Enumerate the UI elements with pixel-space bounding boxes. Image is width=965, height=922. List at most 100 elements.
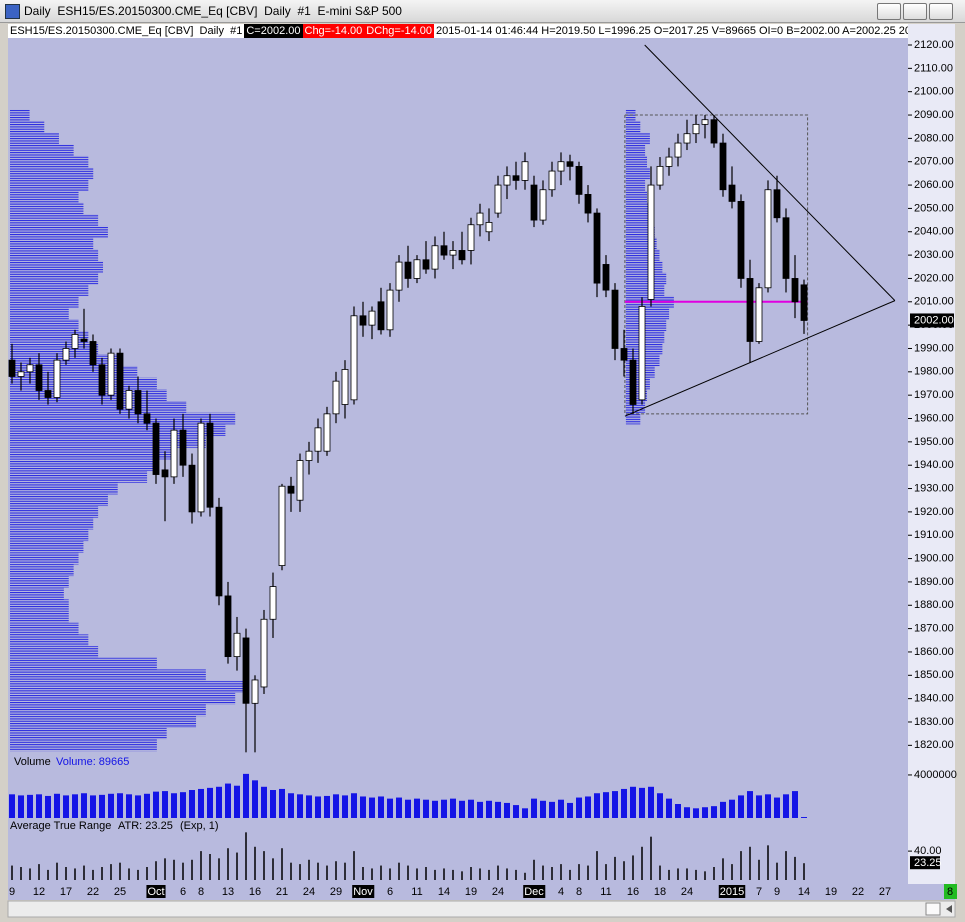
last-price-label: 2002.00: [914, 314, 954, 326]
volume-profile-bar: [10, 669, 206, 682]
volume-profile-bar: [10, 506, 99, 518]
atr-tick-label: 40.00: [914, 845, 942, 857]
candle-body: [71, 334, 79, 349]
scroll-thumb[interactable]: [925, 902, 941, 916]
volume-bar: [657, 793, 663, 818]
volume-bar: [414, 798, 420, 818]
candle-body: [368, 310, 376, 326]
candle-body: [422, 259, 430, 270]
candle-body: [647, 184, 655, 300]
volume-bar: [432, 800, 438, 818]
candle-body: [530, 184, 538, 221]
x-tick-label: 19: [465, 886, 477, 898]
volume-bar: [477, 801, 483, 818]
candle-body: [431, 245, 439, 270]
candle-body: [17, 371, 25, 377]
volume-profile-bar: [10, 342, 99, 355]
candle-body: [548, 170, 556, 191]
candle-body: [215, 506, 223, 597]
x-tick-label: 17: [60, 886, 72, 898]
candle-body: [503, 175, 511, 186]
volume-bar: [450, 798, 456, 818]
volume-bar: [738, 795, 744, 818]
candle-body: [287, 485, 295, 494]
volume-profile-bar: [10, 260, 104, 273]
title-bar: Daily ESH15/ES.20150300.CME_Eq [CBV] Dai…: [0, 0, 965, 23]
volume-profile-bar: [10, 622, 79, 635]
x-tick-label: 14: [798, 886, 810, 898]
volume-bar: [252, 780, 258, 818]
volume-bar: [225, 783, 231, 818]
x-tick-label: 9: [774, 886, 780, 898]
scrollbar[interactable]: [7, 900, 956, 918]
quote-info: 2015-01-14 01:46:44 H=2019.50 L=1996.25 …: [436, 25, 908, 37]
volume-profile-bar: [10, 109, 30, 121]
daily-change-info: DChg=-14.00: [364, 24, 435, 38]
y-tick-label: 1880.00: [914, 599, 954, 611]
volume-profile-bar: [625, 202, 650, 215]
volume-bar: [126, 794, 132, 818]
minimize-button[interactable]: [877, 3, 901, 20]
volume-bar: [531, 798, 537, 818]
volume-bar: [243, 773, 249, 818]
x-tick-label: 14: [438, 886, 450, 898]
y-tick-label: 2090.00: [914, 109, 954, 121]
volume-profile-bar: [625, 214, 653, 226]
maximize-button[interactable]: [903, 3, 927, 20]
volume-profile-bar: [10, 272, 99, 285]
volume-bar: [63, 795, 69, 818]
volume-profile-bar: [10, 634, 89, 647]
volume-profile-bar: [10, 517, 94, 530]
volume-tick-label: 4000000: [914, 769, 957, 781]
volume-bar: [261, 786, 267, 818]
volume-profile-bar: [10, 144, 74, 156]
volume-profile-bar: [625, 319, 667, 331]
volume-profile-bar: [625, 412, 641, 425]
volume-bar: [540, 800, 546, 818]
candle-body: [467, 224, 475, 251]
volume-title: Volume: [14, 756, 51, 768]
volume-bar: [351, 793, 357, 818]
volume-bar: [180, 792, 186, 818]
volume-bar: [36, 794, 42, 818]
volume-bar: [621, 788, 627, 818]
y-tick-label: 1840.00: [914, 693, 954, 705]
volume-bar: [189, 790, 195, 818]
symbol-info: ESH15/ES.20150300.CME_Eq [CBV] Daily #1: [10, 25, 243, 37]
volume-profile-bar: [10, 681, 245, 693]
x-tick-label: 12: [33, 886, 45, 898]
volume-profile-bar: [10, 214, 99, 226]
volume-bar: [117, 793, 123, 818]
volume-bar: [441, 799, 447, 818]
volume-bar: [153, 791, 159, 818]
volume-bar: [279, 788, 285, 818]
candle-body: [188, 464, 196, 513]
volume-profile-bar: [10, 482, 118, 495]
volume-bar: [702, 807, 708, 818]
volume-profile-bar: [10, 307, 69, 320]
scroll-arrow[interactable]: [946, 905, 952, 913]
volume-bar: [594, 793, 600, 818]
candle-body: [656, 165, 664, 186]
candle-body: [413, 259, 421, 279]
volume-profile-bar: [625, 307, 670, 320]
close-button[interactable]: [929, 3, 953, 20]
volume-profile-bar: [10, 249, 99, 261]
candle-body: [440, 245, 448, 256]
volume-profile-bar: [625, 144, 646, 156]
x-tick-label: 8: [576, 886, 582, 898]
trend-line: [624, 300, 896, 417]
atr-legend: ATR: 23.25: [118, 820, 173, 832]
candle-body: [305, 450, 313, 461]
candle-body: [620, 348, 628, 361]
candle-body: [161, 469, 169, 478]
candle-body: [737, 201, 745, 279]
candle-body: [791, 278, 799, 303]
volume-profile-bar: [10, 179, 89, 191]
volume-profile-bar: [10, 494, 108, 507]
volume-bar: [720, 801, 726, 818]
volume-bar: [585, 796, 591, 818]
volume-profile-bar: [625, 272, 667, 285]
x-tick-label: 24: [681, 886, 693, 898]
atr-title: Average True Range: [10, 820, 111, 832]
